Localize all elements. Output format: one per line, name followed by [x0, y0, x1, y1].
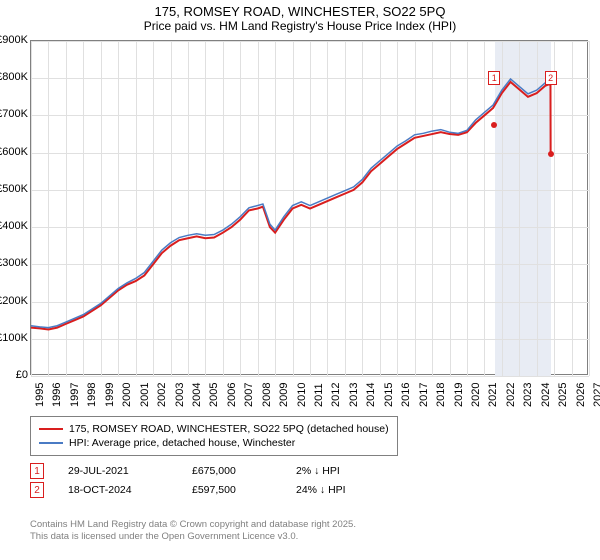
- xtick-label: 1995: [34, 383, 46, 407]
- ytick-label: £300K: [0, 257, 28, 269]
- legend-item: HPI: Average price, detached house, Winc…: [39, 437, 389, 449]
- transaction-date: 18-OCT-2024: [68, 484, 168, 496]
- ytick-label: £500K: [0, 183, 28, 195]
- ytick-label: £800K: [0, 71, 28, 83]
- ytick-label: £400K: [0, 220, 28, 232]
- gridline-y: [31, 376, 589, 377]
- transaction-price: £597,500: [192, 484, 272, 496]
- footnote-line1: Contains HM Land Registry data © Crown c…: [30, 519, 356, 531]
- footnote-line2: This data is licensed under the Open Gov…: [30, 531, 356, 543]
- xtick-label: 2016: [400, 383, 412, 407]
- transaction-price: £675,000: [192, 465, 272, 477]
- sale-marker-label: 2: [545, 71, 557, 85]
- xtick-label: 2023: [522, 383, 534, 407]
- legend-label: 175, ROMSEY ROAD, WINCHESTER, SO22 5PQ (…: [69, 423, 389, 435]
- xtick-label: 2021: [487, 383, 499, 407]
- footnote: Contains HM Land Registry data © Crown c…: [30, 519, 356, 544]
- transaction-date: 29-JUL-2021: [68, 465, 168, 477]
- xtick-label: 2006: [226, 383, 238, 407]
- legend-box: 175, ROMSEY ROAD, WINCHESTER, SO22 5PQ (…: [30, 416, 398, 456]
- xtick-label: 2002: [156, 383, 168, 407]
- legend-item: 175, ROMSEY ROAD, WINCHESTER, SO22 5PQ (…: [39, 423, 389, 435]
- xtick-label: 1998: [86, 383, 98, 407]
- xtick-label: 2025: [557, 383, 569, 407]
- transaction-marker: 1: [30, 463, 44, 479]
- series-price_paid: [31, 82, 551, 330]
- legend-swatch: [39, 442, 63, 444]
- xtick-label: 2017: [418, 383, 430, 407]
- xtick-label: 1997: [69, 383, 81, 407]
- xtick-label: 2007: [243, 383, 255, 407]
- ytick-label: £700K: [0, 108, 28, 120]
- chart-subtitle: Price paid vs. HM Land Registry's House …: [0, 19, 600, 37]
- xtick-label: 2008: [261, 383, 273, 407]
- chart-title: 175, ROMSEY ROAD, WINCHESTER, SO22 5PQ: [0, 0, 600, 19]
- transaction-row: 1 29-JUL-2021 £675,000 2% ↓ HPI: [30, 463, 346, 479]
- legend-swatch: [39, 428, 63, 430]
- xtick-label: 2018: [435, 383, 447, 407]
- xtick-label: 2026: [575, 383, 587, 407]
- ytick-label: £900K: [0, 34, 28, 46]
- ytick-label: £600K: [0, 146, 28, 158]
- chart-svg: [31, 41, 587, 374]
- ytick-label: £200K: [0, 295, 28, 307]
- xtick-label: 2000: [121, 383, 133, 407]
- xtick-label: 2013: [348, 383, 360, 407]
- gridline-x: [589, 41, 590, 376]
- xtick-label: 2003: [174, 383, 186, 407]
- xtick-label: 2010: [296, 383, 308, 407]
- transaction-marker: 2: [30, 482, 44, 498]
- price-chart: 12: [30, 40, 588, 375]
- xtick-label: 2005: [208, 383, 220, 407]
- transaction-delta: 24% ↓ HPI: [296, 484, 346, 496]
- xtick-label: 2019: [453, 383, 465, 407]
- xtick-label: 2004: [191, 383, 203, 407]
- xtick-label: 2011: [313, 383, 325, 407]
- sale-marker-label: 1: [488, 71, 500, 85]
- xtick-label: 2009: [278, 383, 290, 407]
- xtick-label: 2015: [383, 383, 395, 407]
- series-hpi: [31, 79, 551, 328]
- xtick-label: 2027: [592, 383, 600, 407]
- xtick-label: 2014: [365, 383, 377, 407]
- xtick-label: 1996: [51, 383, 63, 407]
- transaction-row: 2 18-OCT-2024 £597,500 24% ↓ HPI: [30, 482, 346, 498]
- xtick-label: 2024: [540, 383, 552, 407]
- xtick-label: 1999: [104, 383, 116, 407]
- xtick-label: 2001: [139, 383, 151, 407]
- xtick-label: 2022: [505, 383, 517, 407]
- transactions-table: 1 29-JUL-2021 £675,000 2% ↓ HPI 2 18-OCT-2024…: [30, 460, 346, 501]
- ytick-label: £100K: [0, 332, 28, 344]
- legend-label: HPI: Average price, detached house, Winc…: [69, 437, 295, 449]
- transaction-delta: 2% ↓ HPI: [296, 465, 340, 477]
- xtick-label: 2012: [330, 383, 342, 407]
- xtick-label: 2020: [470, 383, 482, 407]
- ytick-label: £0: [0, 369, 28, 381]
- sale-point: [548, 151, 554, 157]
